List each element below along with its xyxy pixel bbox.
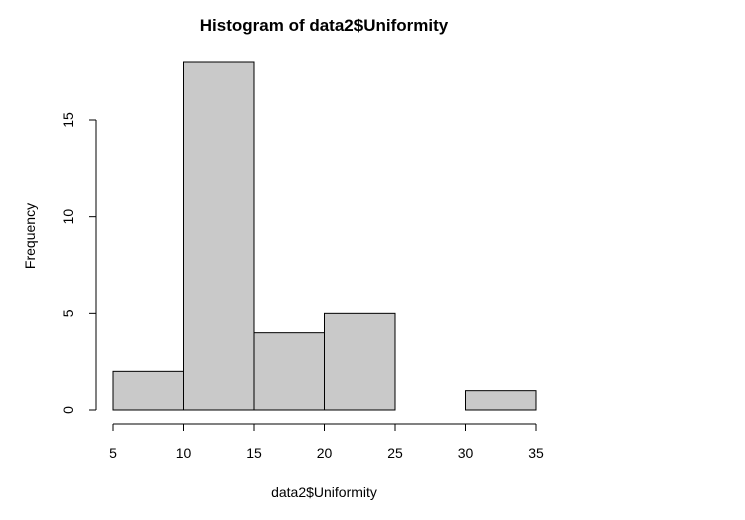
histogram-bar	[183, 61, 255, 411]
histogram-bar	[465, 390, 537, 411]
x-tick-label: 25	[387, 445, 403, 461]
histogram-bar	[324, 312, 396, 411]
x-axis-label: data2$Uniformity	[271, 484, 377, 500]
histogram-bar	[112, 370, 184, 411]
x-axis: 5 10 15 20 25 30 35	[109, 423, 544, 461]
y-tick-label: 10	[60, 209, 76, 225]
x-tick-label: 20	[317, 445, 333, 461]
bars-group	[112, 61, 537, 411]
x-tick-label: 15	[246, 445, 262, 461]
x-tick-label: 30	[458, 445, 474, 461]
y-axis: 0 5 10 15	[60, 112, 97, 414]
histogram-bar	[253, 332, 325, 411]
x-tick-label: 10	[176, 445, 192, 461]
x-tick-label: 5	[109, 445, 117, 461]
y-tick-label: 5	[60, 309, 76, 317]
chart-title: Histogram of data2$Uniformity	[200, 16, 449, 35]
y-tick-label: 0	[60, 406, 76, 414]
x-tick-label: 35	[528, 445, 544, 461]
y-axis-label: Frequency	[22, 203, 38, 269]
y-tick-label: 15	[60, 112, 76, 128]
